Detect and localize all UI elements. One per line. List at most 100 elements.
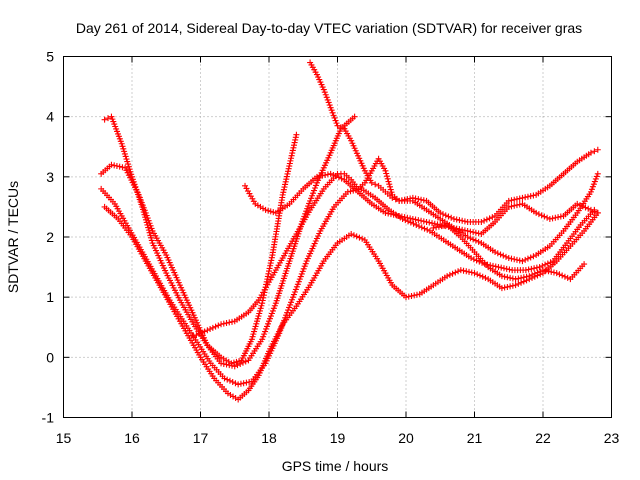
data-point	[564, 274, 571, 281]
data-point	[498, 273, 505, 280]
data-point	[385, 178, 392, 185]
data-point	[270, 305, 277, 312]
data-point	[504, 283, 511, 290]
series-track-5	[190, 155, 601, 340]
data-point	[408, 292, 415, 299]
data-point	[459, 226, 466, 233]
data-point	[268, 254, 275, 261]
data-point	[293, 283, 300, 290]
data-point	[331, 114, 338, 121]
data-point	[515, 280, 522, 287]
data-point	[230, 359, 237, 366]
data-point	[587, 188, 594, 195]
data-point	[300, 265, 307, 272]
data-point	[301, 263, 308, 270]
data-point	[280, 186, 287, 193]
data-point	[530, 192, 537, 199]
data-point	[322, 91, 329, 98]
data-point	[256, 310, 263, 317]
data-point	[481, 217, 488, 224]
data-point	[413, 221, 420, 228]
x-tick-label: 21	[467, 430, 483, 446]
data-point	[248, 336, 255, 343]
data-point	[215, 322, 222, 329]
data-point	[243, 379, 250, 386]
data-point	[296, 276, 303, 283]
data-point	[508, 197, 515, 204]
data-point	[585, 205, 592, 212]
data-point	[253, 320, 260, 327]
data-point	[145, 217, 152, 224]
data-point	[142, 209, 149, 216]
data-point	[464, 234, 471, 240]
data-point	[523, 273, 530, 280]
y-tick-label: 0	[46, 349, 54, 365]
data-point	[254, 315, 261, 322]
data-point	[593, 173, 600, 180]
data-point	[507, 274, 514, 281]
data-point	[258, 302, 265, 309]
data-point	[223, 361, 230, 368]
data-point	[579, 203, 586, 210]
data-point	[319, 172, 326, 179]
data-point	[587, 149, 594, 156]
axis-ticks	[63, 56, 612, 418]
data-point	[498, 285, 505, 292]
data-point	[555, 214, 562, 221]
data-point	[209, 324, 216, 331]
data-point	[525, 266, 532, 273]
data-point	[509, 282, 516, 289]
data-point	[333, 120, 340, 127]
data-point	[329, 109, 336, 116]
data-point	[304, 205, 311, 212]
data-point	[293, 131, 300, 138]
data-point	[198, 329, 205, 336]
data-point	[478, 218, 485, 225]
data-point	[316, 173, 323, 180]
data-point	[302, 260, 309, 267]
data-point	[313, 173, 320, 180]
data-point	[393, 212, 400, 219]
data-point	[237, 380, 244, 387]
data-point	[264, 323, 271, 330]
data-point	[467, 228, 474, 235]
data-point	[226, 319, 233, 326]
data-point	[383, 170, 390, 177]
data-point	[590, 181, 597, 188]
data-point	[289, 294, 296, 301]
y-tick-label: 3	[46, 169, 54, 185]
data-point	[289, 150, 296, 157]
data-point	[256, 307, 263, 314]
data-point	[431, 220, 438, 227]
data-point	[506, 266, 513, 273]
y-tick-label: -1	[42, 410, 55, 426]
data-point	[390, 211, 397, 218]
data-point	[482, 274, 489, 281]
data-point	[392, 196, 399, 203]
grid-lines	[63, 56, 612, 418]
data-point	[328, 107, 335, 114]
data-point	[347, 188, 354, 195]
data-point	[500, 265, 507, 272]
data-point	[456, 217, 463, 224]
data-point	[389, 194, 396, 201]
data-point	[267, 313, 274, 320]
data-point	[396, 197, 403, 204]
data-point	[539, 262, 546, 269]
data-point	[223, 320, 230, 327]
data-point	[385, 210, 392, 217]
data-point	[144, 215, 151, 222]
data-point	[288, 152, 295, 159]
data-point	[388, 189, 395, 196]
x-tick-labels: 15 16 17 18 19 20 21 22 23	[56, 430, 620, 446]
x-tick-label: 23	[604, 430, 620, 446]
data-point	[526, 273, 533, 280]
data-point	[139, 202, 146, 209]
data-point	[505, 255, 512, 262]
data-point	[444, 273, 451, 280]
data-point	[264, 273, 271, 280]
data-point	[310, 190, 317, 197]
data-point	[288, 296, 295, 303]
data-point	[259, 336, 266, 343]
data-point	[468, 255, 475, 262]
